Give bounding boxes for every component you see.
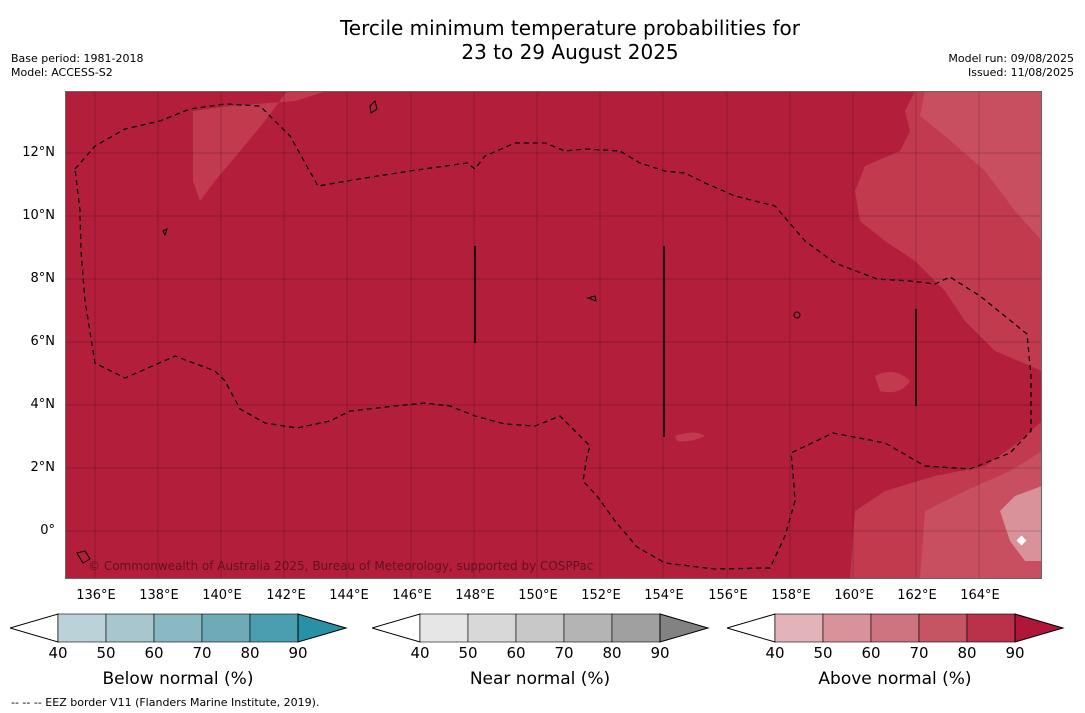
near-swatch-60 xyxy=(515,613,565,643)
near-tick-40: 40 xyxy=(410,644,430,662)
above-tick-60: 60 xyxy=(861,644,881,662)
lon-label-160e: 160°E xyxy=(834,588,874,603)
near-swatch-80 xyxy=(611,613,661,643)
lon-label-146e: 146°E xyxy=(392,588,432,603)
below-swatch-80 xyxy=(249,613,299,643)
lon-label-162e: 162°E xyxy=(897,588,937,603)
region-above-50-southeast xyxy=(1000,486,1042,561)
below-tick-50: 50 xyxy=(96,644,116,662)
lat-label-10n: 10°N xyxy=(22,208,55,223)
below-swatch-50 xyxy=(105,613,155,643)
map-frame xyxy=(65,91,1042,579)
below-arrow-low xyxy=(10,613,59,643)
near-swatch-50 xyxy=(467,613,517,643)
lat-label-2n: 2°N xyxy=(30,460,56,475)
near-arrow-high xyxy=(659,613,710,643)
model-run: Model run: 09/08/2025 xyxy=(948,52,1074,65)
lon-label-136e: 136°E xyxy=(76,588,116,603)
title-line-1: Tercile minimum temperature probabilitie… xyxy=(339,16,801,40)
white-marker xyxy=(1016,535,1027,546)
above-swatch-80 xyxy=(966,613,1016,643)
eez-border xyxy=(74,103,1032,570)
colorbar-below-normal xyxy=(10,613,348,643)
near-swatch-40 xyxy=(419,613,469,643)
near-normal-title: Near normal (%) xyxy=(469,669,611,689)
below-tick-60: 60 xyxy=(144,644,164,662)
below-normal-title: Below normal (%) xyxy=(102,669,254,689)
near-tick-50: 50 xyxy=(458,644,478,662)
below-tick-90: 90 xyxy=(288,644,308,662)
below-arrow-high xyxy=(297,613,348,643)
below-tick-40: 40 xyxy=(48,644,68,662)
lon-label-150e: 150°E xyxy=(518,588,558,603)
issued-date: Issued: 11/08/2025 xyxy=(967,66,1074,79)
copyright-text: © Commonwealth of Australia 2025, Bureau… xyxy=(88,559,593,573)
lat-label-4n: 4°N xyxy=(30,397,56,412)
island-outlines xyxy=(76,100,801,564)
above-swatch-40 xyxy=(774,613,824,643)
map-gridlines xyxy=(65,91,1042,579)
lat-label-8n: 8°N xyxy=(30,271,56,286)
lat-label-12n: 12°N xyxy=(22,145,55,160)
above-swatch-60 xyxy=(870,613,920,643)
model-name: Model: ACCESS-S2 xyxy=(11,66,113,79)
lat-label-0: 0° xyxy=(40,523,55,538)
above-arrow-high xyxy=(1014,613,1065,643)
above-tick-50: 50 xyxy=(813,644,833,662)
below-swatch-40 xyxy=(57,613,107,643)
above-tick-90: 90 xyxy=(1005,644,1025,662)
above-swatch-70 xyxy=(918,613,968,643)
above-tick-70: 70 xyxy=(909,644,929,662)
colorbar-near-normal xyxy=(372,613,710,643)
region-above-70-small-2 xyxy=(675,432,705,442)
above-tick-40: 40 xyxy=(765,644,785,662)
above-arrow-low xyxy=(727,613,776,643)
region-above-70-northwest xyxy=(193,91,327,201)
below-tick-80: 80 xyxy=(240,644,260,662)
below-swatch-60 xyxy=(153,613,203,643)
lon-label-154e: 154°E xyxy=(644,588,684,603)
title-line-2: 23 to 29 August 2025 xyxy=(461,40,679,64)
region-above-60-southeast xyxy=(920,451,1042,579)
near-tick-60: 60 xyxy=(506,644,526,662)
lat-label-6n: 6°N xyxy=(30,334,56,349)
colorbar-above-normal xyxy=(727,613,1065,643)
near-tick-70: 70 xyxy=(554,644,574,662)
region-above-70-small-1 xyxy=(875,372,910,393)
probability-map: © Commonwealth of Australia 2025, Bureau… xyxy=(65,91,1042,579)
map-features xyxy=(474,246,917,437)
near-tick-90: 90 xyxy=(650,644,670,662)
base-period: Base period: 1981-2018 xyxy=(11,52,144,65)
lon-label-148e: 148°E xyxy=(455,588,495,603)
lon-label-164e: 164°E xyxy=(960,588,1000,603)
near-arrow-low xyxy=(372,613,421,643)
above-tick-80: 80 xyxy=(957,644,977,662)
lon-label-156e: 156°E xyxy=(708,588,748,603)
near-tick-80: 80 xyxy=(602,644,622,662)
lon-label-138e: 138°E xyxy=(139,588,179,603)
lon-label-152e: 152°E xyxy=(581,588,621,603)
above-swatch-50 xyxy=(822,613,872,643)
lon-label-144e: 144°E xyxy=(329,588,369,603)
near-swatch-70 xyxy=(563,613,613,643)
lon-label-142e: 142°E xyxy=(266,588,306,603)
above-normal-title: Above normal (%) xyxy=(818,669,972,689)
region-above-60-east xyxy=(920,91,1042,241)
below-swatch-70 xyxy=(201,613,251,643)
eez-footnote: -- -- -- EEZ border V11 (Flanders Marine… xyxy=(11,696,320,709)
page-title: Tercile minimum temperature probabilitie… xyxy=(0,16,1085,64)
lon-label-140e: 140°E xyxy=(202,588,242,603)
lon-label-158e: 158°E xyxy=(771,588,811,603)
below-tick-70: 70 xyxy=(192,644,212,662)
